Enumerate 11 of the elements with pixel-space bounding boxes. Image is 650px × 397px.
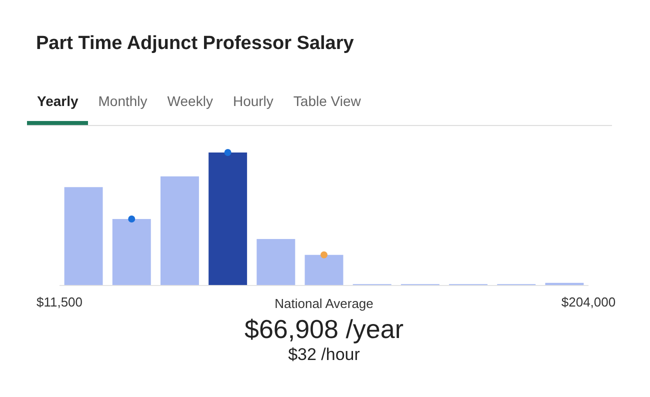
text: National Average: [274, 296, 374, 311]
text: Yearly: [27, 93, 88, 125]
text: $66,908 /year: [244, 314, 404, 344]
x-tick-label: $204,000: [561, 294, 616, 310]
text: Weekly: [166, 93, 214, 111]
text: Hourly: [232, 93, 274, 111]
text: $32 /hour: [287, 344, 361, 366]
x-tick-label: $11,500: [36, 294, 83, 310]
text: Table View: [292, 93, 362, 111]
chart-title: Part Time Adjunct Professor Salary: [36, 32, 354, 56]
text: Monthly: [97, 93, 148, 111]
